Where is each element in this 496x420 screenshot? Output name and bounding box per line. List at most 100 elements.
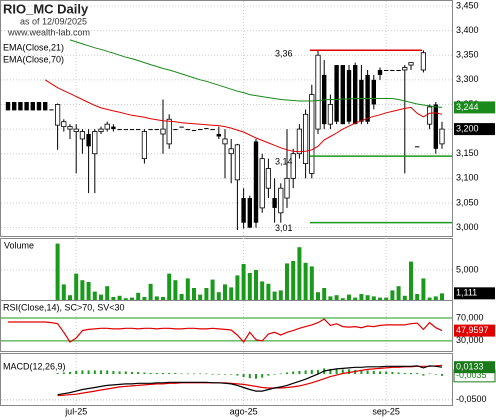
y-tick-label: 30,000 (456, 335, 484, 345)
candle-body (148, 129, 153, 131)
histogram-bar (348, 369, 350, 375)
candle-body (123, 129, 128, 131)
y-tick-label: 70,000 (456, 312, 484, 322)
candle-body (43, 101, 48, 111)
legend-entry: EMA(Close,70) (3, 54, 64, 64)
histogram-bar (255, 374, 257, 379)
panel-title: MACD(12,26,9) (3, 361, 66, 371)
volume-bar (365, 295, 370, 300)
histogram-bar (317, 369, 319, 375)
y-tick-label: -0,0500 (456, 394, 487, 404)
volume-bar (297, 247, 302, 300)
histogram-bar (199, 373, 202, 375)
volume-bar (378, 297, 382, 300)
volume-bar (185, 278, 190, 300)
ema-line (44, 79, 443, 153)
volume-bar (210, 279, 215, 300)
value-badge (454, 287, 495, 300)
histogram-bar (162, 373, 164, 375)
candle-body (415, 146, 420, 148)
histogram-bar (93, 370, 96, 375)
x-tick-label: sep-25 (372, 406, 400, 416)
macd-panel (0, 353, 453, 406)
histogram-bar (385, 371, 388, 375)
histogram-bar (211, 374, 214, 375)
candle-body (396, 69, 401, 71)
volume-bar (402, 295, 407, 300)
histogram-bar (372, 370, 375, 375)
histogram-bar (410, 373, 412, 375)
candle-body (290, 153, 296, 179)
candle-body (49, 109, 54, 111)
candle-body (384, 69, 389, 71)
histogram-bar (118, 371, 121, 375)
candle-body (136, 129, 141, 131)
candle-body (154, 129, 159, 131)
volume-bar (142, 297, 147, 300)
candle-body (30, 101, 35, 111)
legend-entry: EMA(Close,21) (3, 42, 64, 52)
histogram-bar (230, 374, 233, 375)
volume-bar (328, 296, 333, 300)
candle-body (420, 52, 427, 71)
volume-bar (291, 261, 296, 300)
volume-bar (421, 278, 426, 300)
volume-bar (390, 290, 395, 300)
candle-body (284, 177, 290, 199)
volume-bar (123, 298, 128, 300)
volume-bar (179, 294, 184, 300)
value-badge-label: 0,0133 (456, 362, 484, 372)
candle-body (302, 113, 309, 164)
volume-bar (334, 295, 339, 300)
rsi-panel (0, 300, 453, 352)
candle-body (433, 104, 438, 149)
volume-bar (154, 296, 159, 300)
volume-bar (347, 294, 351, 300)
level-label: 3,36 (275, 49, 293, 59)
candle-body (67, 126, 73, 130)
candle-body (340, 65, 345, 125)
histogram-bar (143, 372, 146, 375)
chart-title: RIO_MC Daily (3, 1, 89, 16)
candle-body (371, 79, 376, 105)
candle-body (173, 129, 178, 131)
volume-bar (223, 284, 227, 300)
volume-bar (167, 273, 172, 300)
histogram-bar (428, 373, 431, 375)
volume-bar (204, 288, 209, 300)
histogram-bar (335, 368, 338, 375)
candle-body (98, 128, 104, 132)
histogram-bar (149, 373, 152, 375)
panel-title: RSI(Close,14), SC>70, SV<30 (3, 302, 125, 312)
histogram-bar (87, 370, 90, 375)
volume-bar (427, 297, 432, 300)
volume-bar (359, 294, 364, 300)
y-tick-label: 3,400 (456, 25, 479, 35)
y-tick-label: 3,100 (456, 173, 479, 183)
histogram-bar (81, 370, 84, 375)
y-tick-label: 5,000 (456, 264, 479, 274)
y-tick-label: 3,050 (456, 197, 479, 207)
candle-body (359, 79, 364, 122)
volume-bar (105, 286, 110, 300)
volume-bar (136, 292, 141, 300)
volume-bar (254, 270, 258, 300)
candle-body (234, 144, 240, 181)
volume-bar (309, 266, 314, 300)
histogram-bar (422, 374, 425, 376)
volume-bar (316, 292, 320, 300)
histogram-bar (286, 372, 288, 375)
level-label: 3,01 (275, 223, 293, 233)
histogram-bar (62, 372, 65, 375)
histogram-bar (366, 370, 369, 375)
histogram-bar (391, 371, 394, 375)
histogram-bar (137, 371, 140, 375)
histogram-bar (248, 374, 251, 379)
volume-bar (74, 273, 79, 300)
volume-bar (409, 261, 413, 300)
x-tick-label: jul-25 (64, 406, 87, 416)
candle-body (390, 69, 395, 71)
value-badge (454, 123, 495, 136)
volume-bar (111, 297, 116, 300)
histogram-bar (292, 371, 295, 375)
